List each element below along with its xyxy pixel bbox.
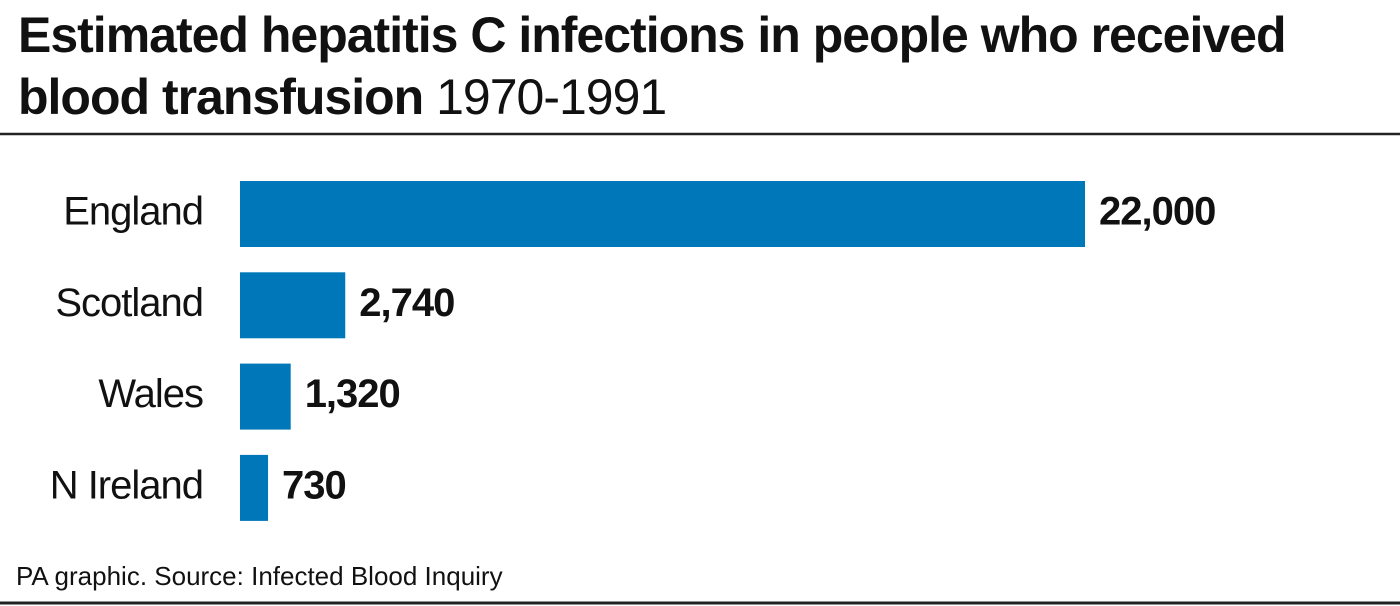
category-label: Wales bbox=[98, 372, 203, 416]
chart-title: Estimated hepatitis C infections in peop… bbox=[18, 7, 1287, 125]
value-label: 2,740 bbox=[359, 281, 454, 325]
bar bbox=[240, 181, 1085, 247]
value-label: 22,000 bbox=[1099, 190, 1215, 234]
bar bbox=[240, 363, 291, 430]
chart-subtitle: 1970-1991 bbox=[436, 69, 667, 125]
bar bbox=[240, 454, 269, 521]
bar bbox=[240, 272, 346, 339]
source-note: PA graphic. Source: Infected Blood Inqui… bbox=[16, 561, 503, 591]
category-label: England bbox=[63, 190, 203, 234]
header: Estimated hepatitis C infections in peop… bbox=[18, 4, 1378, 128]
value-label: 1,320 bbox=[305, 372, 400, 416]
category-label: N Ireland bbox=[50, 463, 203, 507]
category-label: Scotland bbox=[55, 281, 203, 325]
value-label: 730 bbox=[282, 463, 346, 507]
